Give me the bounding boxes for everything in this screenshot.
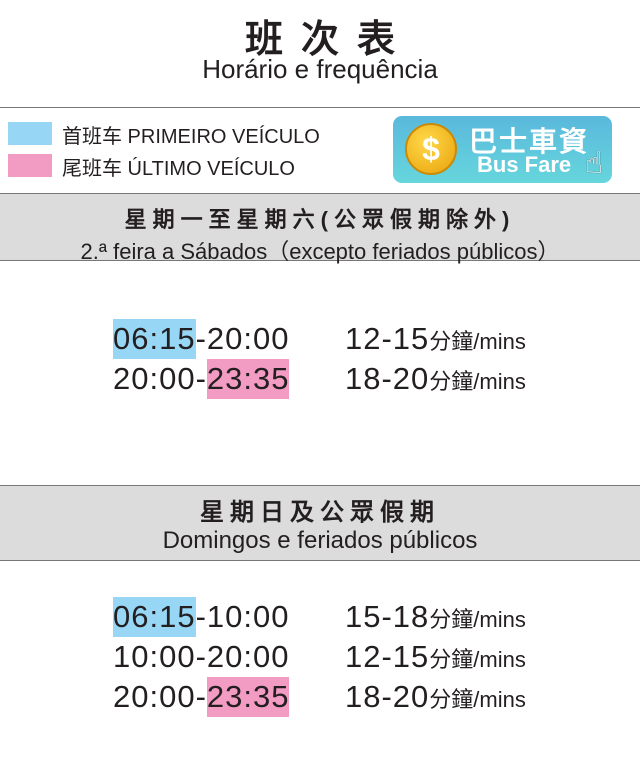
- bus-fare-en: Bus Fare: [477, 152, 572, 177]
- schedule-row: 06:15-10:00 15-18分鐘/mins: [113, 597, 526, 637]
- schedule-row: 20:00-23:35 18-20分鐘/mins: [113, 677, 526, 717]
- first-vehicle-swatch: [8, 122, 52, 145]
- frequency-value: 15-18: [345, 599, 430, 634]
- end-time: 10:00: [206, 599, 290, 634]
- frequency: 12-15分鐘/mins: [345, 637, 526, 680]
- hand-pointer-icon: ☝: [585, 147, 604, 180]
- frequency-unit: 分鐘/mins: [429, 369, 526, 394]
- weekday-title-cn: 星期一至星期六(公眾假期除外): [124, 207, 516, 232]
- bus-fare-cn: 巴士車資: [469, 126, 590, 157]
- frequency-value: 12-15: [345, 321, 430, 356]
- dash: -: [195, 321, 207, 356]
- end-time: 20:00: [206, 639, 290, 674]
- schedule-row: 10:00-20:00 12-15分鐘/mins: [113, 637, 526, 677]
- page-subtitle: Horário e frequência: [202, 54, 438, 84]
- last-vehicle-time: 23:35: [206, 677, 290, 717]
- frequency: 12-15分鐘/mins: [345, 319, 526, 362]
- frequency-unit: 分鐘/mins: [429, 607, 526, 632]
- holiday-title-pt: Domingos e feriados públicos: [162, 527, 478, 554]
- start-time: 10:00: [113, 639, 196, 674]
- weekday-title-pt: 2.ª feira a Sábados（excepto feriados púb…: [80, 239, 560, 264]
- coin-dollar-icon: $: [405, 123, 457, 175]
- start-time: 20:00: [113, 679, 196, 714]
- frequency-unit: 分鐘/mins: [429, 647, 526, 672]
- page-title: 班次表: [244, 19, 413, 61]
- holiday-header: 星期日及公眾假期 Domingos e feriados públicos: [0, 485, 640, 561]
- schedule-row: 06:15-20:00 12-15分鐘/mins: [113, 319, 526, 359]
- dash: -: [195, 361, 207, 396]
- dash: -: [195, 679, 207, 714]
- end-time: 20:00: [206, 321, 290, 356]
- dash: -: [195, 599, 207, 634]
- holiday-title-cn: 星期日及公眾假期: [200, 499, 440, 526]
- frequency-value: 18-20: [345, 361, 430, 396]
- legend-first: 首班车 PRIMEIRO VEÍCULO: [62, 126, 320, 148]
- frequency-unit: 分鐘/mins: [429, 329, 526, 354]
- legend-last: 尾班车 ÚLTIMO VEÍCULO: [62, 158, 295, 180]
- frequency: 18-20分鐘/mins: [345, 359, 526, 402]
- divider: [0, 107, 640, 108]
- schedule-row: 20:00-23:35 18-20分鐘/mins: [113, 359, 526, 399]
- dash: -: [195, 639, 207, 674]
- first-vehicle-time: 06:15: [113, 319, 196, 359]
- frequency-value: 18-20: [345, 679, 430, 714]
- frequency-unit: 分鐘/mins: [429, 687, 526, 712]
- weekday-header: 星期一至星期六(公眾假期除外) 2.ª feira a Sábados（exce…: [0, 193, 640, 264]
- first-vehicle-time: 06:15: [113, 597, 196, 637]
- last-vehicle-swatch: [8, 154, 52, 177]
- start-time: 20:00: [113, 361, 196, 396]
- frequency: 18-20分鐘/mins: [345, 677, 526, 720]
- last-vehicle-time: 23:35: [206, 359, 290, 399]
- bus-fare-button[interactable]: $ 巴士車資 Bus Fare ☝: [393, 116, 612, 183]
- frequency: 15-18分鐘/mins: [345, 597, 526, 640]
- frequency-value: 12-15: [345, 639, 430, 674]
